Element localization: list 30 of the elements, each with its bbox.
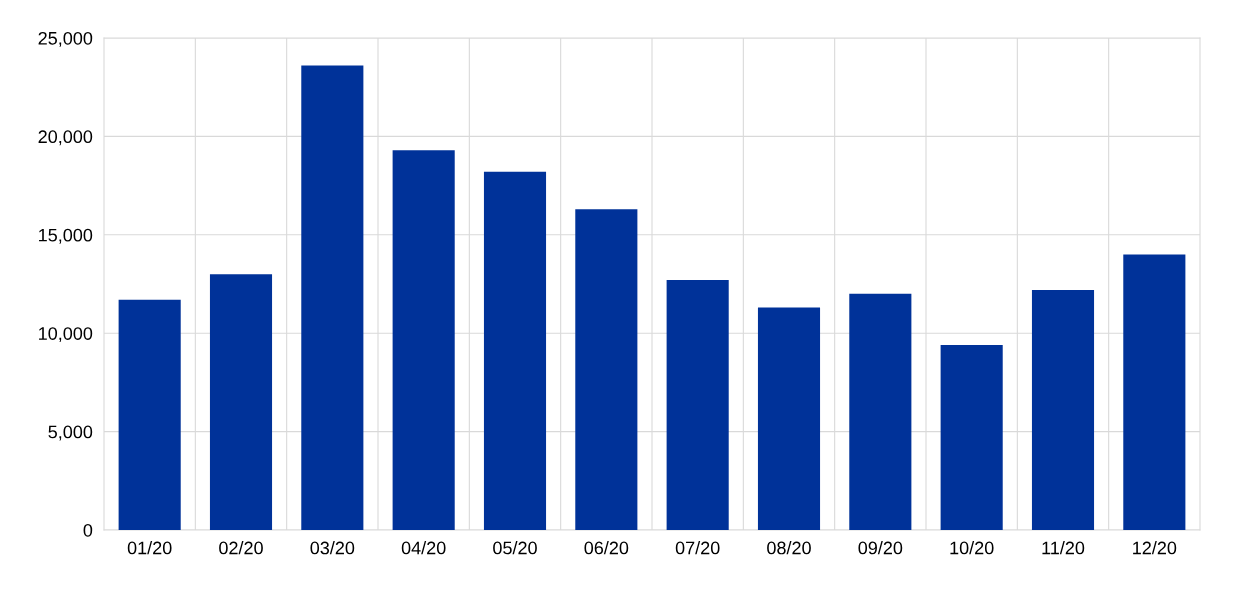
bar	[392, 150, 455, 530]
bar	[301, 65, 364, 530]
x-tick-label: 01/20	[127, 541, 172, 555]
x-tick-label: 08/20	[767, 541, 811, 555]
x-tick-label: 09/20	[858, 541, 903, 555]
x-tick-label: 06/20	[584, 541, 629, 555]
bar	[1031, 289, 1095, 530]
bar	[209, 274, 273, 530]
bar	[757, 307, 821, 530]
y-tick-label: 20,000	[38, 130, 93, 146]
bar	[940, 345, 1003, 530]
y-tick-label: 10,000	[39, 327, 93, 343]
x-tick-label: 02/20	[219, 541, 263, 555]
bar	[666, 280, 729, 530]
x-tick-label: 07/20	[675, 541, 720, 555]
x-tick-label: 11/20	[1042, 541, 1085, 555]
x-tick-label: 05/20	[493, 541, 537, 555]
bar	[118, 299, 181, 530]
x-tick-label: 12/20	[1133, 541, 1177, 555]
x-tick-label: 04/20	[401, 541, 446, 555]
bar	[1123, 254, 1186, 530]
x-tick-label: 03/20	[310, 541, 355, 555]
bar	[575, 209, 638, 530]
y-tick-label: 25,000	[38, 31, 93, 47]
y-tick-label: 15,000	[39, 228, 93, 244]
y-tick-label: 0	[83, 523, 93, 537]
x-tick-label: 10/20	[950, 541, 994, 555]
bar	[483, 171, 547, 530]
bar	[849, 293, 912, 530]
y-tick-label: 5,000	[48, 425, 93, 441]
